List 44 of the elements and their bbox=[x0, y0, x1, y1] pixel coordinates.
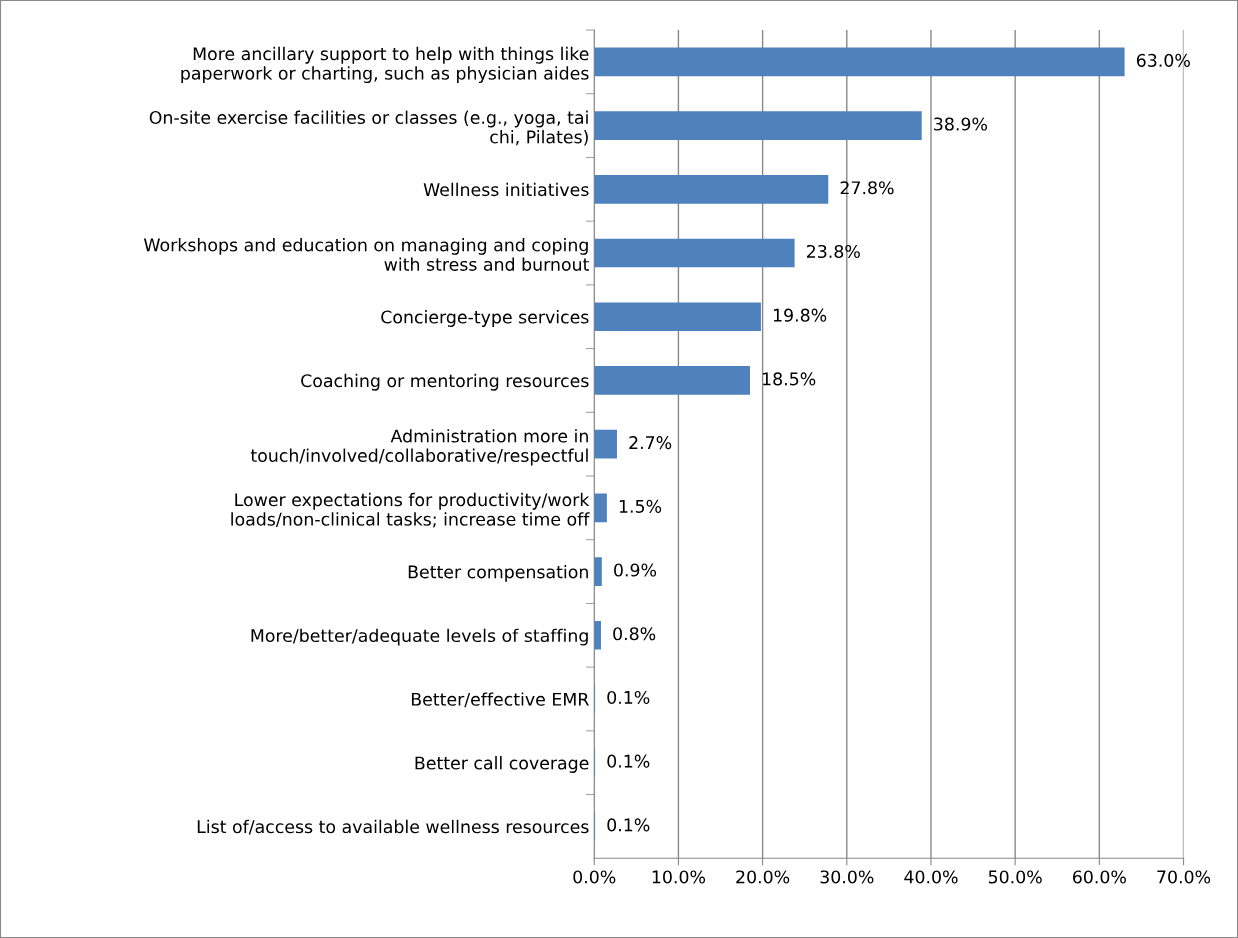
y-tick-label: Better call coverage bbox=[415, 756, 589, 773]
x-tick-label: 30.0% bbox=[820, 870, 874, 884]
y-tick-label: Administration more in touch/involved/collaborative/respectful bbox=[250, 429, 588, 466]
x-tick-label: 40.0% bbox=[904, 870, 958, 884]
y-tick-label: Coaching or mentoring resources bbox=[301, 373, 589, 391]
data-label: 0.1% bbox=[607, 754, 650, 768]
y-tick-label: Better compensation bbox=[408, 564, 588, 582]
bar bbox=[594, 47, 1125, 77]
data-label: 0.1% bbox=[607, 690, 650, 705]
data-label: 38.9% bbox=[934, 117, 988, 131]
data-label: 27.8% bbox=[840, 181, 894, 195]
data-label: 0.1% bbox=[607, 818, 650, 832]
bar bbox=[594, 620, 601, 650]
y-tick-label: More/better/adequate levels of staffing bbox=[251, 628, 588, 646]
y-tick-label: List of/access to available wellness resources bbox=[197, 819, 589, 835]
y-tick-label: Lower expectations for productivity/work loads/non-clinical tasks; increase time off bbox=[231, 492, 590, 528]
y-tick-label: Concierge-type services bbox=[381, 310, 589, 327]
x-tick-label: 10.0% bbox=[652, 870, 706, 884]
data-label: 1.5% bbox=[619, 499, 662, 513]
x-tick-label: 20.0% bbox=[736, 870, 790, 884]
data-label: 19.8% bbox=[773, 308, 827, 322]
data-label: 63.0% bbox=[1136, 53, 1190, 67]
bar bbox=[594, 429, 617, 459]
data-label: 18.5% bbox=[763, 372, 816, 386]
x-tick-label: 0.0% bbox=[573, 870, 616, 884]
y-tick-label: Wellness initiatives bbox=[423, 182, 589, 197]
data-label: 23.8% bbox=[806, 244, 860, 259]
bar bbox=[594, 302, 761, 332]
y-tick-label: On-site exercise facilities or classes (e.g., yoga, tai chi, Pilates) bbox=[149, 110, 588, 146]
y-tick-label: Workshops and education on managing and coping with stress and burnout bbox=[143, 238, 589, 271]
x-tick-label: 60.0% bbox=[1072, 870, 1126, 884]
bar bbox=[594, 493, 607, 523]
y-tick-label: Better/effective EMR bbox=[411, 692, 589, 708]
data-label: 2.7% bbox=[629, 436, 672, 450]
x-tick-label: 70.0% bbox=[1157, 870, 1211, 884]
bar bbox=[594, 366, 750, 395]
bar bbox=[594, 557, 602, 586]
bar bbox=[594, 238, 795, 268]
data-label: 0.9% bbox=[614, 563, 657, 577]
data-label: 0.8% bbox=[613, 627, 656, 641]
y-tick-label: More ancillary support to help with things like paperwork or charting, such as physician aides bbox=[181, 46, 589, 84]
bar bbox=[594, 174, 829, 204]
x-tick-label: 50.0% bbox=[988, 870, 1042, 884]
bar bbox=[594, 111, 922, 140]
